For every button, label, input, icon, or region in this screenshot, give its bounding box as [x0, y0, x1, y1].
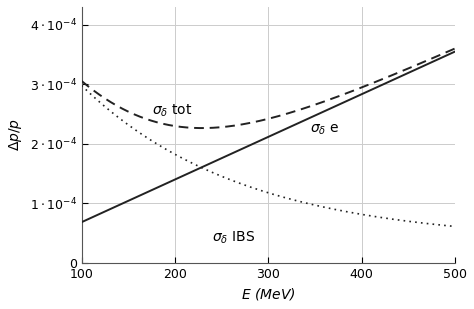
Text: $\sigma_\delta$ tot: $\sigma_\delta$ tot [152, 102, 192, 119]
X-axis label: $E$ (MeV): $E$ (MeV) [241, 286, 296, 302]
Y-axis label: $\Delta p/p$: $\Delta p/p$ [7, 118, 24, 151]
Text: $\sigma_\delta$ e: $\sigma_\delta$ e [310, 122, 340, 137]
Text: $\sigma_\delta$ IBS: $\sigma_\delta$ IBS [212, 230, 255, 246]
